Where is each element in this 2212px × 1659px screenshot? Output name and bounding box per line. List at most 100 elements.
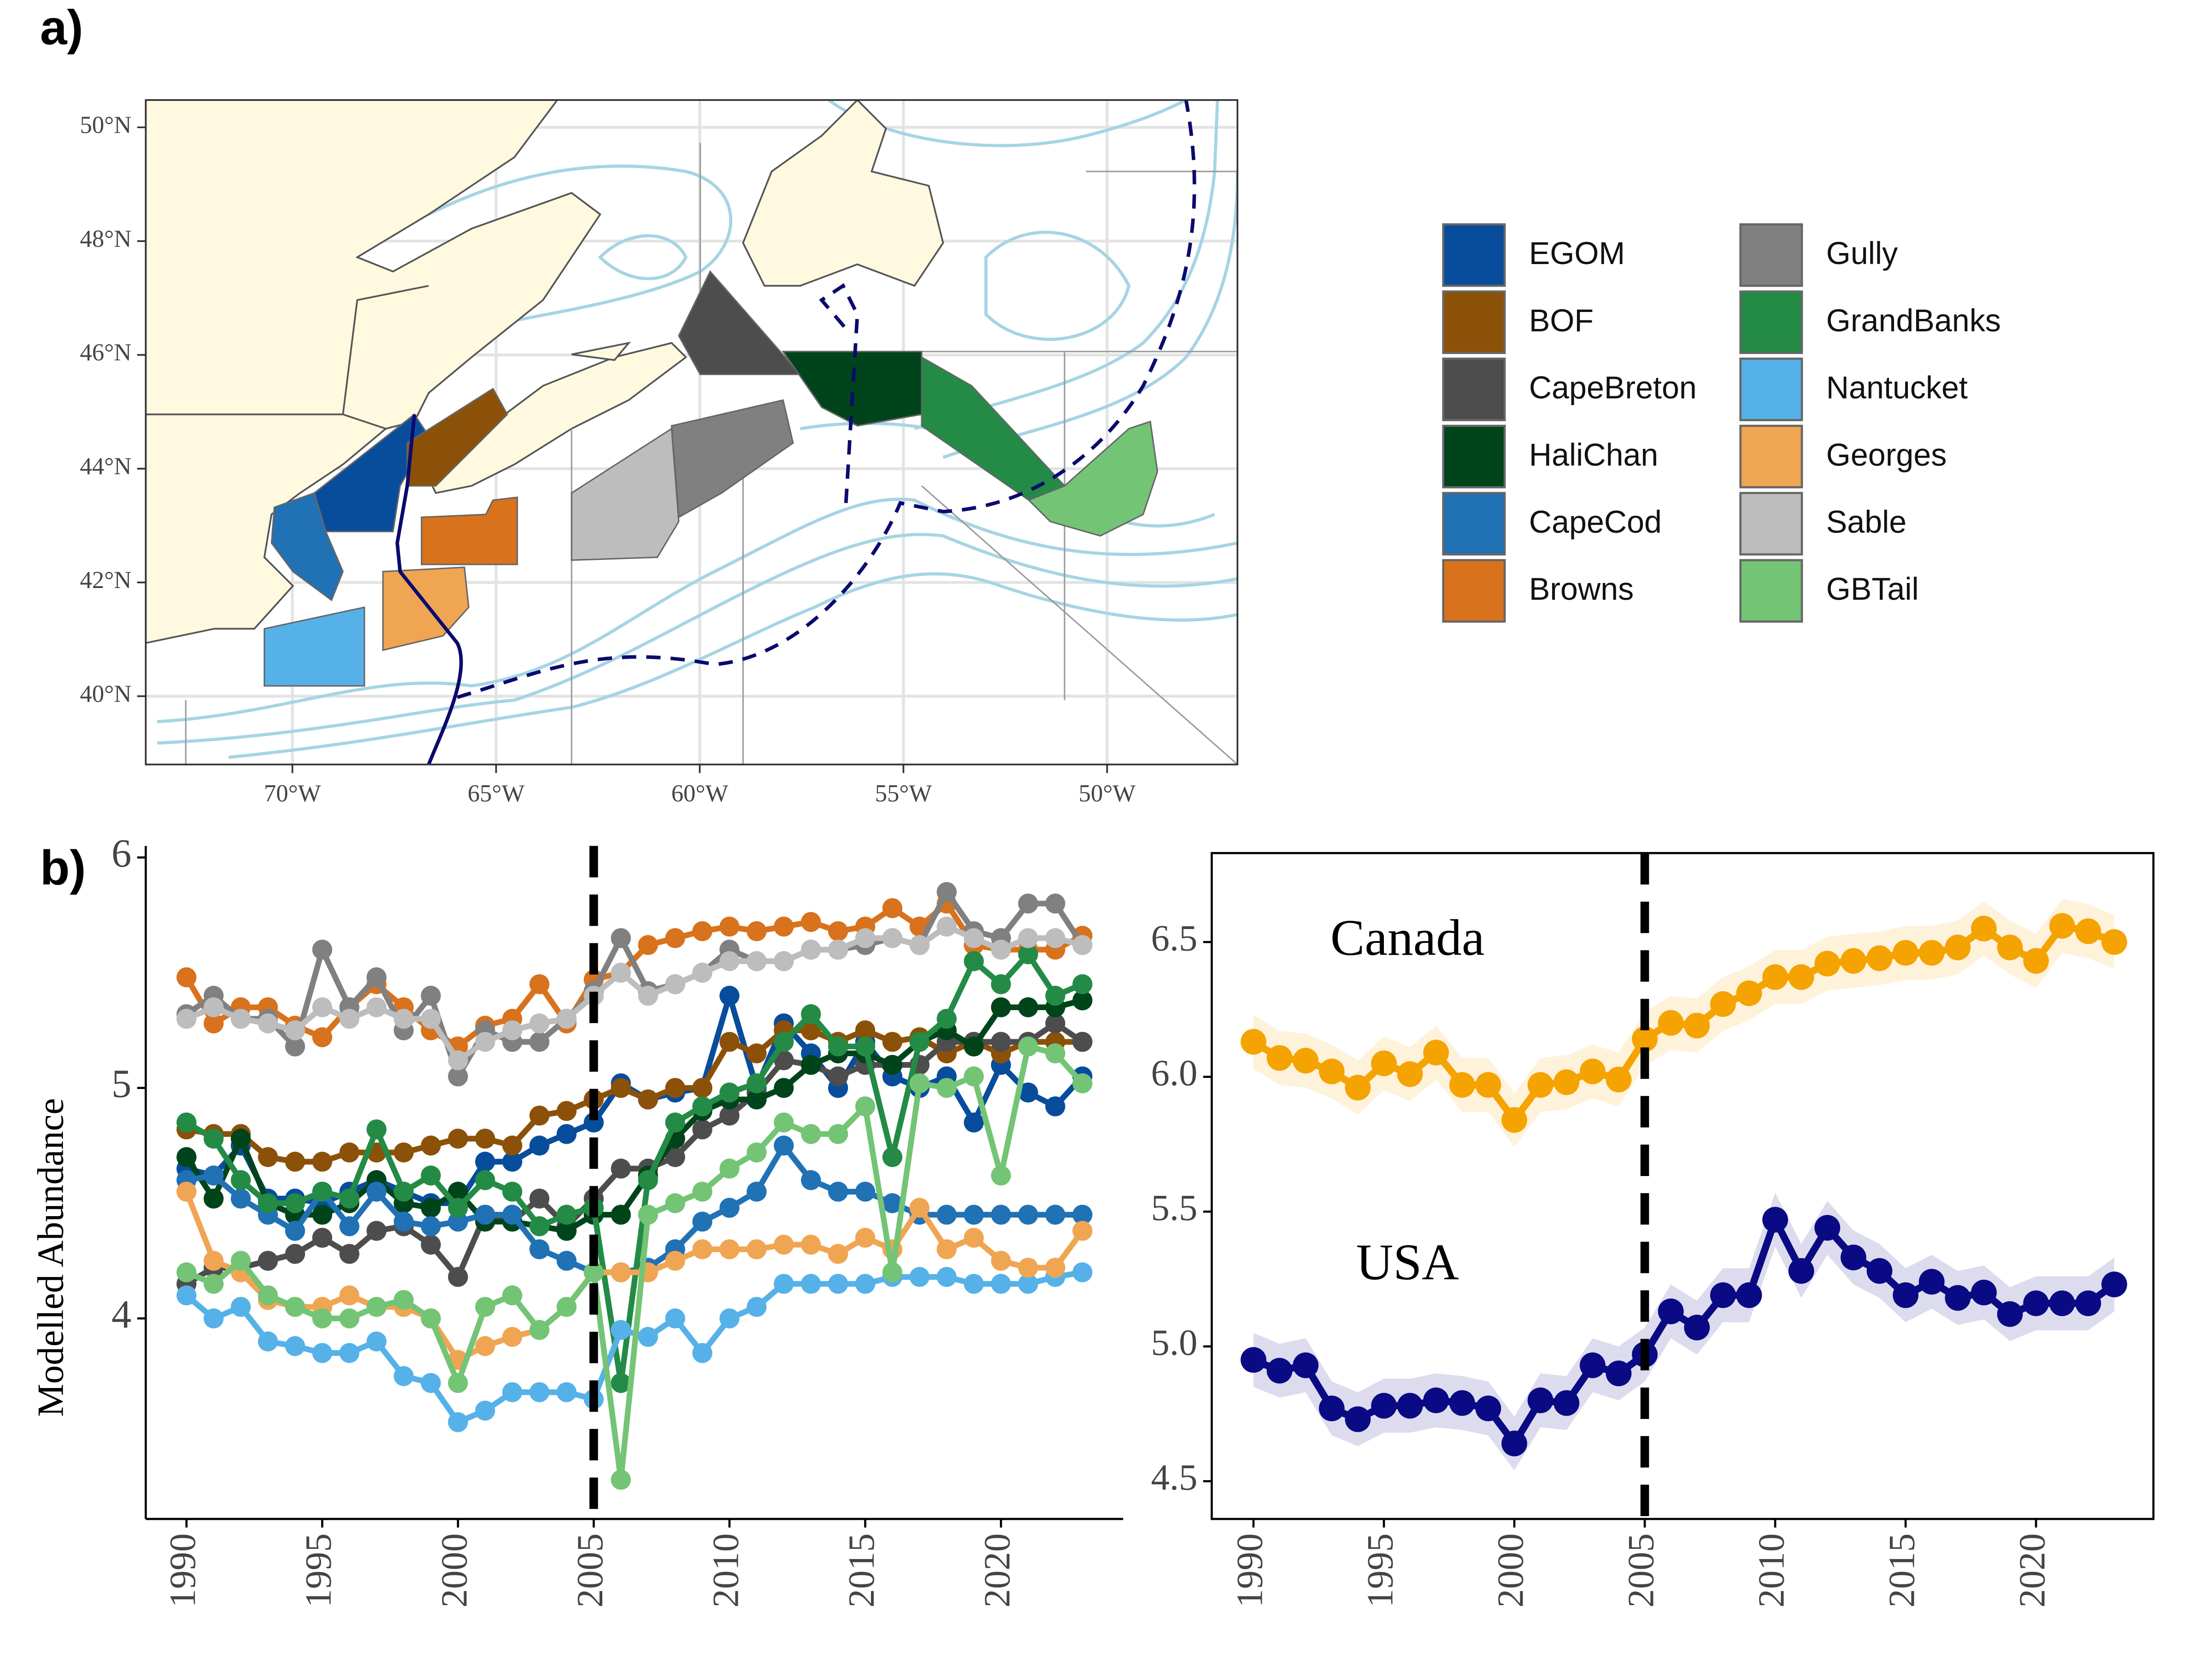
data-point: [774, 1274, 794, 1294]
data-point: [529, 1239, 550, 1259]
data-point: [475, 1336, 495, 1356]
data-point: [1632, 1026, 1658, 1052]
data-point: [800, 1170, 821, 1190]
data-point: [882, 928, 903, 948]
y-axis-label: Modelled Abundance: [30, 1098, 71, 1417]
data-point: [312, 1205, 332, 1225]
data-point: [2023, 1290, 2049, 1317]
data-point: [230, 1129, 251, 1149]
data-point: [2101, 929, 2127, 955]
data-point: [828, 1036, 848, 1057]
data-point: [1710, 991, 1736, 1017]
data-point: [258, 1147, 278, 1167]
data-point: [1018, 997, 1038, 1018]
data-point: [719, 1239, 740, 1259]
data-point: [339, 1188, 359, 1209]
legend-swatch: [1442, 424, 1506, 488]
data-point: [800, 1055, 821, 1075]
data-point: [638, 986, 658, 1006]
data-point: [611, 963, 631, 983]
data-point: [1918, 1269, 1945, 1295]
series-line: [185, 1043, 1085, 1483]
data-point: [909, 1267, 930, 1287]
x-tick-label: 2000: [1490, 1533, 1531, 1607]
data-point: [692, 1182, 712, 1202]
contour: [984, 230, 1131, 341]
data-point: [529, 1013, 550, 1034]
data-point: [936, 917, 957, 937]
data-point: [936, 1078, 957, 1098]
data-point: [366, 1297, 387, 1317]
data-point: [475, 1129, 495, 1149]
data-point: [285, 1020, 306, 1041]
data-point: [719, 917, 740, 937]
x-tick-label: 1990: [162, 1533, 203, 1607]
legend-label: GrandBanks: [1826, 303, 2001, 338]
data-point: [747, 921, 767, 941]
data-point: [502, 1327, 523, 1347]
data-point: [448, 1267, 468, 1287]
y-tick-label: 44°N: [80, 453, 131, 480]
data-point: [1866, 1258, 1893, 1284]
data-point: [611, 928, 631, 948]
mainland: [146, 100, 601, 644]
data-point: [909, 1032, 930, 1052]
data-point: [475, 1170, 495, 1190]
data-point: [203, 997, 224, 1018]
legend-swatch: [1442, 223, 1506, 287]
data-point: [366, 1119, 387, 1140]
data-point: [556, 1205, 577, 1225]
legend-label: CapeCod: [1529, 505, 1662, 540]
data-point: [1684, 1012, 1710, 1039]
data-point: [991, 974, 1011, 994]
data-point: [1397, 1061, 1423, 1087]
data-point: [176, 1182, 197, 1202]
data-point: [583, 1112, 604, 1133]
x-tick-label: 2010: [705, 1533, 746, 1607]
data-point: [1736, 1282, 1762, 1308]
data-point: [394, 1290, 414, 1310]
data-point: [1397, 1393, 1423, 1419]
data-point: [312, 1152, 332, 1172]
data-point: [1841, 1244, 1866, 1271]
region: [1027, 420, 1159, 537]
data-point: [1684, 1314, 1710, 1341]
data-point: [665, 1251, 685, 1271]
legend-label: HaliChan: [1529, 437, 1659, 472]
x-tick-label: 65°W: [468, 780, 525, 807]
data-point: [230, 1297, 251, 1317]
data-point: [747, 1142, 767, 1163]
annotation: USA: [1356, 1234, 1459, 1291]
data-point: [1971, 916, 1997, 941]
data-point: [1423, 1040, 1449, 1065]
data-point: [529, 974, 550, 994]
data-point: [556, 1251, 577, 1271]
data-point: [692, 1078, 712, 1098]
data-point: [421, 1216, 441, 1236]
data-point: [529, 1382, 550, 1402]
legend-label: Nantucket: [1826, 371, 1968, 406]
x-tick-label: 55°W: [875, 780, 932, 807]
data-point: [502, 1152, 523, 1172]
data-point: [774, 1032, 794, 1052]
data-point: [258, 1331, 278, 1352]
data-point: [1241, 1029, 1266, 1055]
data-point: [964, 928, 984, 948]
data-point: [556, 1297, 577, 1317]
data-point: [855, 928, 876, 948]
x-tick-label: 2010: [1751, 1533, 1792, 1607]
data-point: [285, 1297, 306, 1317]
data-point: [312, 1182, 332, 1202]
data-point: [421, 1009, 441, 1029]
data-point: [502, 1382, 523, 1402]
data-point: [1997, 1301, 2023, 1327]
data-point: [964, 1066, 984, 1087]
data-point: [1606, 1066, 1632, 1093]
data-point: [611, 1159, 631, 1179]
y-tick-label: 4.5: [1151, 1457, 1198, 1498]
data-point: [638, 935, 658, 955]
data-point: [529, 1032, 550, 1052]
land: [146, 100, 944, 644]
data-point: [611, 1470, 631, 1490]
data-point: [800, 1124, 821, 1144]
